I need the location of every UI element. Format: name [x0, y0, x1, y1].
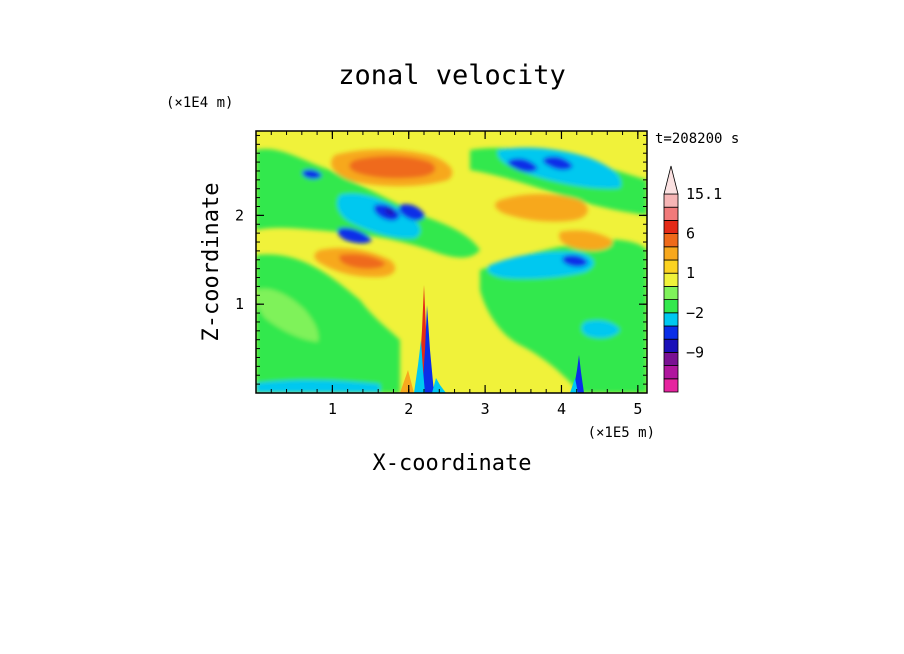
colorbar-extend-arrow: [663, 165, 679, 195]
field-region-blue: [302, 169, 322, 180]
time-label: t=208200 s: [655, 131, 739, 147]
colorbar-swatch: [663, 233, 679, 248]
colorbar-tick-label: 6: [686, 225, 695, 243]
field-region-orange: [559, 230, 613, 251]
field-region-orange: [339, 253, 385, 269]
colorbar-swatch: [663, 338, 679, 353]
x-tick-label: 2: [404, 400, 413, 418]
colorbar-tick-label: −9: [686, 343, 704, 361]
colorbar-swatch: [663, 246, 679, 261]
colorbar-swatch: [663, 206, 679, 221]
y-tick-label: 2: [235, 206, 244, 224]
colorbar-swatch: [663, 219, 679, 234]
axis-ticks: 1 2 3 4 5 1 2: [235, 131, 647, 418]
field-region-green: [256, 288, 319, 342]
field-region-orange: [349, 156, 436, 179]
field-region-blue: [398, 204, 425, 221]
plot-frame: [255, 130, 648, 394]
field-region-blue: [385, 207, 395, 216]
field-region-blue: [562, 254, 588, 267]
colorbar-swatch: [663, 272, 679, 287]
colorbar-tick-label: −2: [686, 304, 704, 322]
x-tick-label: 1: [328, 400, 337, 418]
colorbar-swatch: [663, 299, 679, 314]
x-tick-label: 5: [633, 400, 642, 418]
field-region-cyan: [570, 378, 578, 393]
field-region-blue: [422, 305, 434, 393]
colorbar-swatch: [663, 193, 679, 208]
contour-field: [256, 131, 647, 393]
field-region-orange: [400, 370, 414, 393]
field-region-cyan: [414, 340, 425, 393]
colorbar-swatch: [663, 312, 679, 327]
field-region-blue: [507, 158, 538, 173]
colorbar-tick-label: 1: [686, 264, 695, 282]
colorbar-swatch: [663, 259, 679, 274]
chart-title: zonal velocity: [338, 60, 566, 91]
colorbar-swatch: [663, 351, 679, 366]
y-axis-label: Z-coordinate: [199, 183, 224, 342]
y-tick-label: 1: [235, 295, 244, 313]
field-region-blue: [337, 227, 372, 244]
x-tick-label: 4: [557, 400, 566, 418]
colorbar-swatch: [663, 325, 679, 340]
x-axis-label: X-coordinate: [373, 451, 532, 476]
field-region-cyan: [337, 193, 421, 239]
y-unit-label: (×1E4 m): [166, 95, 233, 111]
colorbar-swatch: [663, 378, 679, 393]
field-region-blue: [542, 156, 573, 171]
colorbar-swatch: [663, 365, 679, 380]
field-region-orange: [495, 194, 588, 222]
colorbar: 15.1 6 1 −2 −9: [663, 165, 722, 393]
field-region-green: [288, 338, 390, 393]
colorbar-swatch: [663, 285, 679, 300]
colorbar-tick-label: 15.1: [686, 185, 722, 203]
x-unit-label: (×1E5 m): [588, 425, 655, 441]
field-region-cyan: [432, 378, 446, 393]
field-region-cyan: [581, 320, 620, 338]
x-tick-label: 3: [481, 400, 490, 418]
